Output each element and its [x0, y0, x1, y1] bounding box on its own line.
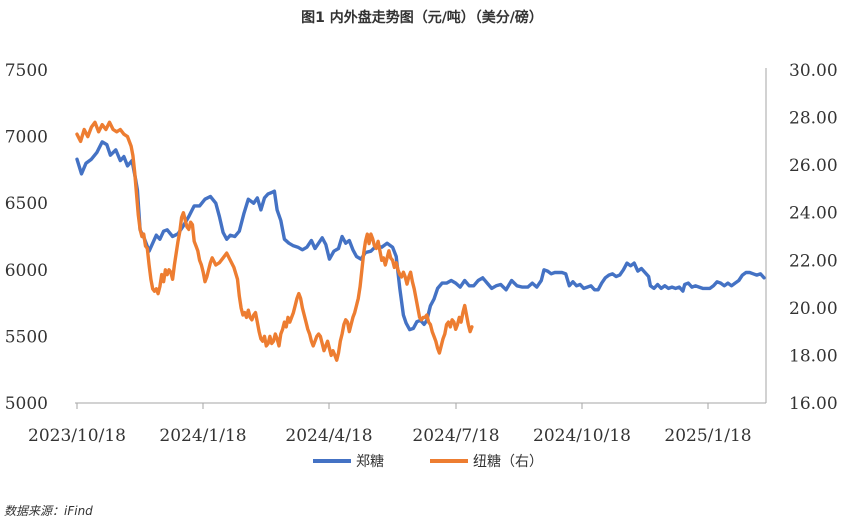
x-tick-label: 2025/1/18	[664, 426, 751, 446]
y-right-tick-label: 22.00	[789, 251, 838, 271]
y-right-tick-label: 16.00	[789, 394, 838, 414]
y-right-tick-label: 18.00	[789, 346, 838, 366]
legend-label-ny: 纽糖（右）	[473, 454, 543, 470]
x-tick-label: 2024/7/18	[412, 426, 499, 446]
chart-title: 图1 内外盘走势图（元/吨）（美分/磅）	[301, 9, 543, 26]
y-left-tick-label: 6000	[5, 261, 48, 281]
x-tick-label: 2023/10/18	[28, 426, 126, 446]
y-left-tick-label: 6500	[5, 194, 48, 214]
y-left-tick-label: 7000	[5, 128, 48, 148]
axes: 2023/10/18 2024/1/18 2024/4/18 2024/7/18 202…	[5, 61, 838, 446]
series-line-zheng	[75, 140, 766, 332]
y-left-tick-label: 7500	[5, 61, 48, 81]
y-right-tick-label: 30.00	[789, 61, 838, 81]
y-right-tick-label: 28.00	[789, 109, 838, 129]
y-left-tick-label: 5000	[5, 394, 48, 414]
y-right-tick-label: 26.00	[789, 156, 838, 176]
y-right-tick-label: 20.00	[789, 299, 838, 319]
y-right-tick-label: 24.00	[789, 204, 838, 224]
legend-label-zheng: 郑糖	[356, 454, 384, 470]
series-layer	[75, 120, 766, 362]
x-tick-label: 2024/1/18	[159, 426, 246, 446]
source-note: 数据来源：iFind	[4, 504, 93, 518]
y-left-tick-label: 5500	[5, 327, 48, 347]
legend: 郑糖 纽糖（右）	[313, 454, 543, 470]
x-tick-label: 2024/10/18	[533, 426, 631, 446]
x-tick-label: 2024/4/18	[285, 426, 372, 446]
series-line-ny	[75, 120, 474, 362]
